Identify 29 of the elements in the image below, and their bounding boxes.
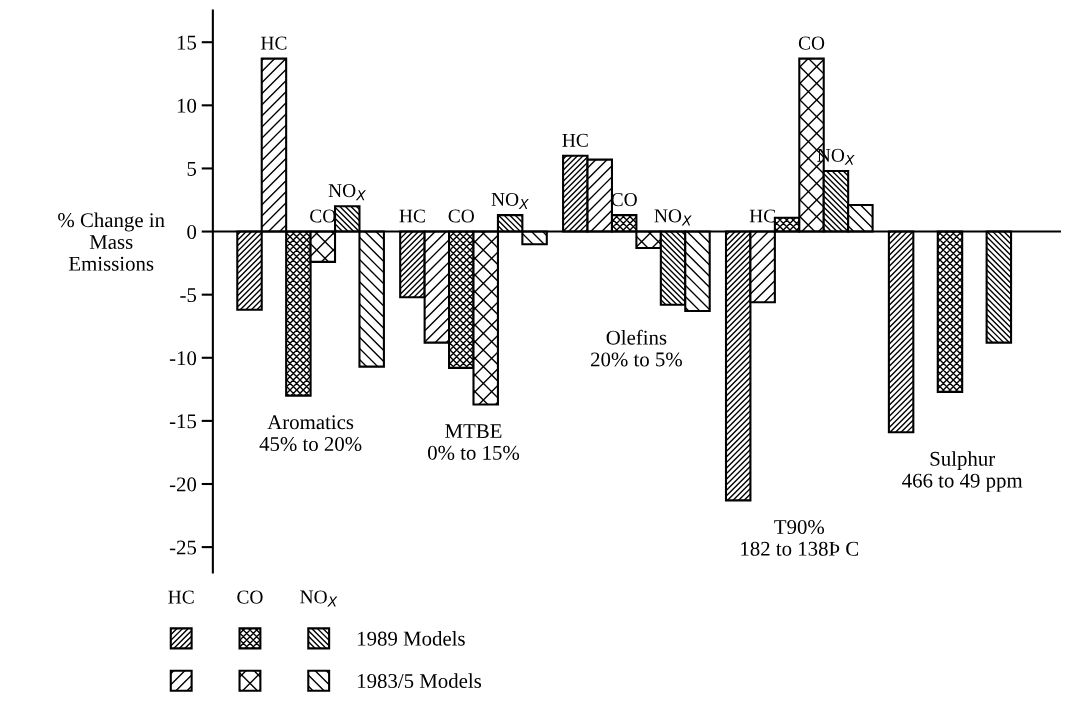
x-tick-label: T90% 182 to 138Þ C (741, 519, 859, 556)
x-tick-label: Sulphur 466 to 49 ppm (902, 451, 1023, 492)
y-tick-label: 5 (187, 162, 197, 176)
legend-label: 1983/5 Models (358, 673, 482, 689)
data-label: NO$_{X}$ (328, 184, 366, 201)
y-tick-label: -20 (169, 477, 197, 492)
x-tick-label: Aromatics 45% to 20% (259, 415, 362, 452)
data-label: HC (749, 209, 776, 223)
text: HC (168, 590, 194, 604)
y-tick-label: -15 (169, 414, 197, 429)
y-tick-label: 10 (177, 98, 197, 113)
y-tick-label: -25 (169, 540, 197, 555)
y-tick-label: -10 (169, 351, 197, 366)
data-label: CO (798, 36, 825, 50)
x-tick-label: Olefins 20% to 5% (591, 329, 682, 367)
y-tick-label: -5 (180, 288, 197, 303)
data-label: HC (261, 36, 287, 50)
data-label: HC (562, 133, 588, 147)
legend-label: 1989 Models (358, 631, 465, 646)
x-tick-label: MTBE 0% to 15% (428, 424, 520, 460)
y-tick-label: 0 (187, 224, 197, 239)
y-tick-label: 15 (177, 35, 197, 50)
y-axis-title: % Change in Mass Emissions (58, 212, 165, 271)
data-label: CO (448, 209, 474, 223)
data-label: NO$_{X}$ (654, 209, 692, 226)
text: CO (237, 590, 263, 604)
data-label: NO$_{X}$ (491, 192, 529, 209)
data-label: HC (399, 209, 425, 223)
text: NO$_{X}$ (300, 590, 338, 607)
